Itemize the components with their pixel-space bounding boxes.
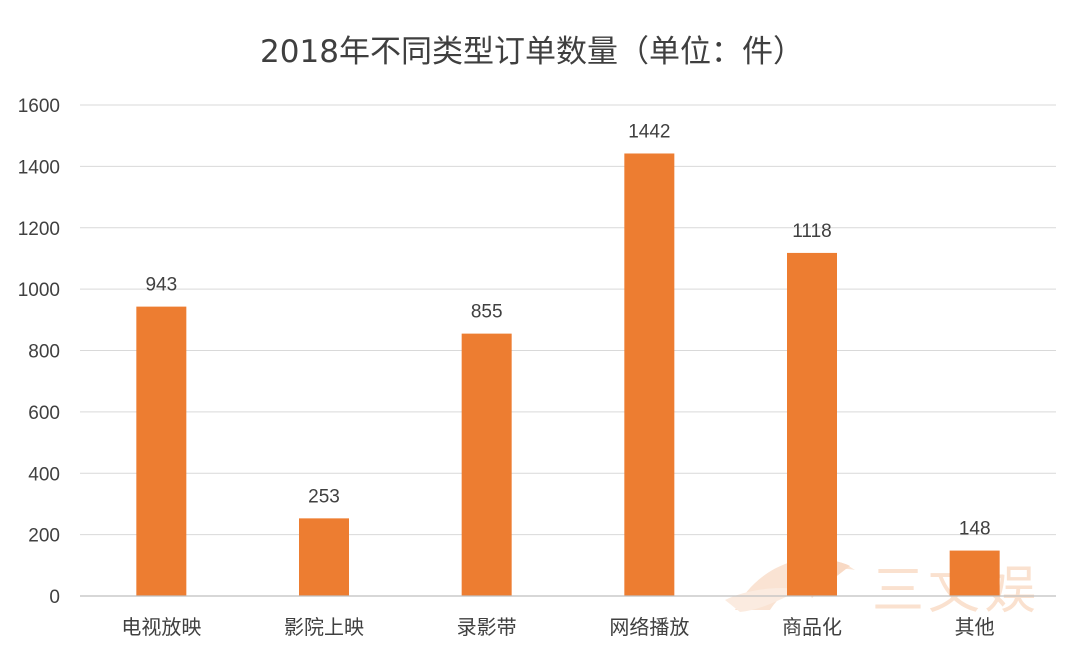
y-tick-label: 1400 [18,157,60,178]
gridlines [80,104,1056,536]
bar [461,333,512,596]
bar [624,153,675,596]
x-category-label: 其他 [955,615,995,639]
y-tick-label: 400 [28,464,60,485]
x-category-label: 网络播放 [609,615,689,639]
bar [787,252,837,596]
data-labels: 943 253 855 1442 1118 148 [145,121,990,539]
chart-title: 2018年不同类型订单数量（单位：件） [260,34,804,70]
y-axis-tick-labels: 0 200 400 600 800 1000 1200 1400 1600 [18,96,60,608]
bar [136,306,187,596]
x-axis-category-labels: 电视放映 影院上映 录影带 网络播放 商品化 其他 [121,615,994,639]
data-label: 253 [308,486,340,507]
y-tick-label: 600 [28,403,60,424]
data-label: 943 [145,275,177,296]
data-label: 1442 [628,121,670,142]
bar [299,518,349,596]
data-label: 855 [471,302,503,323]
bars [136,153,1000,596]
y-tick-label: 800 [28,342,60,363]
y-tick-label: 0 [49,587,60,608]
y-tick-label: 200 [28,526,60,547]
x-category-label: 商品化 [782,615,842,639]
y-tick-label: 1000 [18,280,60,301]
x-category-label: 录影带 [457,615,517,639]
bar [949,550,1000,596]
x-category-label: 影院上映 [284,615,364,639]
y-tick-label: 1200 [18,219,60,240]
data-label: 1118 [792,221,831,242]
x-category-label: 电视放映 [121,615,201,639]
y-tick-label: 1600 [18,96,60,117]
data-label: 148 [959,519,991,540]
